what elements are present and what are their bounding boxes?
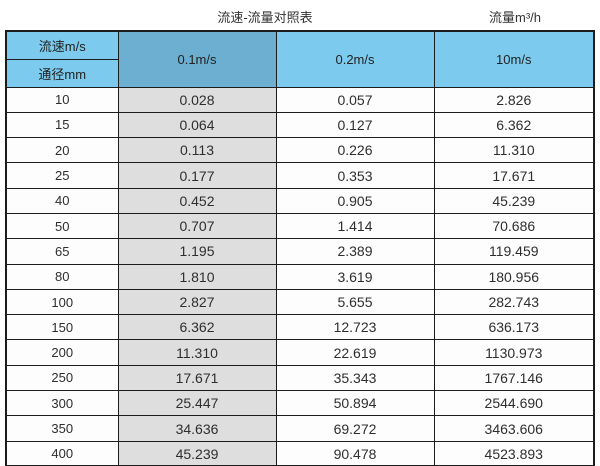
table-body: 10 0.028 0.057 2.826 15 0.064 0.127 6.362 20 0.11…	[5, 86, 595, 466]
flow-rate-cell: 0.226	[275, 137, 435, 164]
flow-velocity-table: 流速m/s 0.1m/s 0.2m/s 10m/s 通径mm 10 0.028 0.…	[5, 30, 595, 466]
flow-rate-cell: 1.414	[275, 212, 435, 240]
table-row: 150 6.362 12.723 636.173	[5, 314, 595, 341]
flow-rate-cell: 5.655	[275, 288, 435, 316]
flow-rate-unit-label: 流量m³/h	[488, 10, 541, 25]
corner-cell-diameter: 通径mm	[5, 58, 119, 88]
flow-rate-cell: 1.810	[117, 263, 277, 290]
flow-rate-cell: 1767.146	[433, 364, 595, 392]
flow-rate-cell: 2.389	[275, 238, 435, 265]
flow-rate-cell: 2.826	[433, 86, 595, 113]
flow-rate-cell: 0.064	[117, 111, 277, 139]
diameter-cell: 80	[5, 263, 119, 290]
flow-rate-cell: 3.619	[275, 263, 435, 290]
flow-rate-cell: 12.723	[275, 314, 435, 341]
flow-rate-cell: 0.057	[275, 86, 435, 113]
column-header-0-1ms: 0.1m/s	[117, 30, 277, 88]
flow-rate-cell: 0.905	[275, 187, 435, 214]
flow-rate-cell: 17.671	[433, 162, 595, 189]
diameter-cell: 250	[5, 364, 119, 392]
flow-rate-cell: 0.452	[117, 187, 277, 214]
flow-rate-cell: 34.636	[117, 415, 277, 442]
flow-rate-cell: 636.173	[433, 314, 595, 341]
diameter-cell: 25	[5, 162, 119, 189]
table-row: 400 45.239 90.478 4523.893	[5, 440, 595, 466]
flow-rate-cell: 3463.606	[433, 415, 595, 442]
flow-rate-cell: 0.113	[117, 137, 277, 164]
flow-rate-cell: 45.239	[117, 440, 277, 466]
flow-rate-cell: 0.177	[117, 162, 277, 189]
flow-rate-cell: 50.894	[275, 390, 435, 417]
flow-rate-cell: 6.362	[433, 111, 595, 139]
flow-rate-cell: 1.195	[117, 238, 277, 265]
diameter-cell: 200	[5, 339, 119, 366]
table-row: 10 0.028 0.057 2.826	[5, 86, 595, 113]
flow-rate-cell: 4523.893	[433, 440, 595, 466]
diameter-cell: 65	[5, 238, 119, 265]
flow-rate-cell: 180.956	[433, 263, 595, 290]
corner-cell-velocity: 流速m/s	[5, 30, 119, 60]
flow-rate-cell: 2.827	[117, 288, 277, 316]
table-row: 350 34.636 69.272 3463.606	[5, 415, 595, 442]
header-row-top: 流速m/s 0.1m/s 0.2m/s 10m/s	[5, 30, 595, 88]
flow-rate-cell: 0.127	[275, 111, 435, 139]
page-title: 流速-流量对照表	[217, 10, 313, 25]
diameter-cell: 50	[5, 212, 119, 240]
diameter-cell: 150	[5, 314, 119, 341]
table-row: 15 0.064 0.127 6.362	[5, 111, 595, 139]
table-row: 300 25.447 50.894 2544.690	[5, 390, 595, 417]
table-row: 80 1.810 3.619 180.956	[5, 263, 595, 290]
diameter-cell: 100	[5, 288, 119, 316]
diameter-cell: 15	[5, 111, 119, 139]
table-row: 65 1.195 2.389 119.459	[5, 238, 595, 265]
table-row: 50 0.707 1.414 70.686	[5, 212, 595, 240]
flow-rate-cell: 90.478	[275, 440, 435, 466]
table-row: 20 0.113 0.226 11.310	[5, 137, 595, 164]
flow-rate-cell: 17.671	[117, 364, 277, 392]
flow-rate-cell: 119.459	[433, 238, 595, 265]
diameter-cell: 40	[5, 187, 119, 214]
table-header: 流速m/s 0.1m/s 0.2m/s 10m/s 通径mm	[5, 30, 595, 88]
diameter-cell: 350	[5, 415, 119, 442]
diameter-cell: 400	[5, 440, 119, 466]
table-row: 25 0.177 0.353 17.671	[5, 162, 595, 189]
table-row: 40 0.452 0.905 45.239	[5, 187, 595, 214]
flow-rate-cell: 11.310	[433, 137, 595, 164]
table-row: 250 17.671 35.343 1767.146	[5, 364, 595, 392]
flow-rate-cell: 0.028	[117, 86, 277, 113]
flow-rate-cell: 69.272	[275, 415, 435, 442]
flow-rate-cell: 0.707	[117, 212, 277, 240]
flow-rate-cell: 25.447	[117, 390, 277, 417]
flow-rate-cell: 1130.973	[433, 339, 595, 366]
flow-rate-cell: 22.619	[275, 339, 435, 366]
flow-rate-cell: 6.362	[117, 314, 277, 341]
diameter-cell: 20	[5, 137, 119, 164]
table-row: 100 2.827 5.655 282.743	[5, 288, 595, 316]
diameter-cell: 300	[5, 390, 119, 417]
table-row: 200 11.310 22.619 1130.973	[5, 339, 595, 366]
flow-rate-cell: 11.310	[117, 339, 277, 366]
flow-rate-cell: 2544.690	[433, 390, 595, 417]
flow-rate-cell: 35.343	[275, 364, 435, 392]
column-header-0-2ms: 0.2m/s	[275, 30, 435, 88]
flow-rate-cell: 45.239	[433, 187, 595, 214]
flow-rate-cell: 282.743	[433, 288, 595, 316]
flow-rate-cell: 0.353	[275, 162, 435, 189]
column-header-10ms: 10m/s	[433, 30, 595, 88]
diameter-cell: 10	[5, 86, 119, 113]
flow-rate-cell: 70.686	[433, 212, 595, 240]
